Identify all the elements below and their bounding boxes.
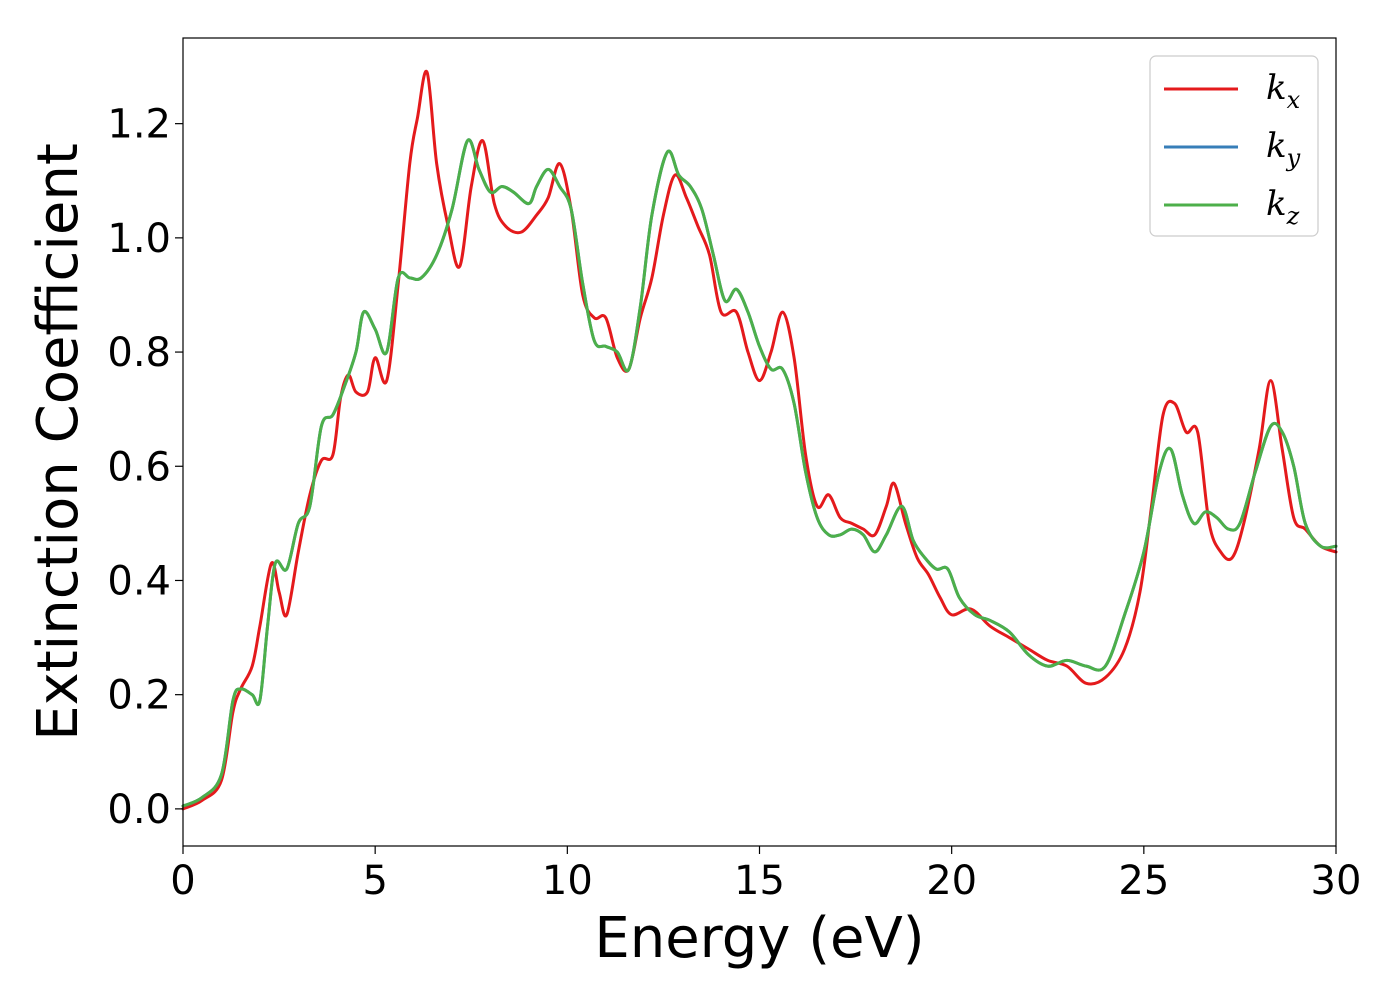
legend-label-z: kz [1266,184,1300,230]
legend-items: kx ky kz [1164,68,1301,230]
y-tick-label: 0.6 [107,444,171,490]
y-tick-label: 0.8 [107,330,171,376]
x-tick-label: 30 [1311,858,1362,904]
x-tick-label: 25 [1118,858,1169,904]
x-tick-label: 15 [734,858,785,904]
y-tick-label: 1.2 [107,102,171,148]
y-axis-ticks: 0.0 0.2 0.4 0.6 0.8 1.0 1.2 [107,102,183,833]
y-axis-label: Extinction Coefficient [26,143,91,741]
y-tick-label: 0.2 [107,673,171,719]
y-tick-label: 0.0 [107,787,171,833]
x-tick-label: 20 [926,858,977,904]
legend-label-x: kx [1266,68,1301,114]
series-line-z [181,138,1338,808]
y-tick-label: 1.0 [107,216,171,262]
x-axis-ticks: 0 5 10 15 20 25 30 [170,846,1361,904]
x-tick-label: 0 [170,858,195,904]
legend: kx ky kz [1149,55,1319,237]
series-layer [181,69,1338,811]
x-axis-label: Energy (eV) [594,906,924,971]
series-line-y [181,138,1338,808]
x-tick-label: 10 [542,858,593,904]
legend-label-y: ky [1266,126,1301,172]
x-tick-label: 5 [362,858,387,904]
y-tick-label: 0.4 [107,558,171,604]
